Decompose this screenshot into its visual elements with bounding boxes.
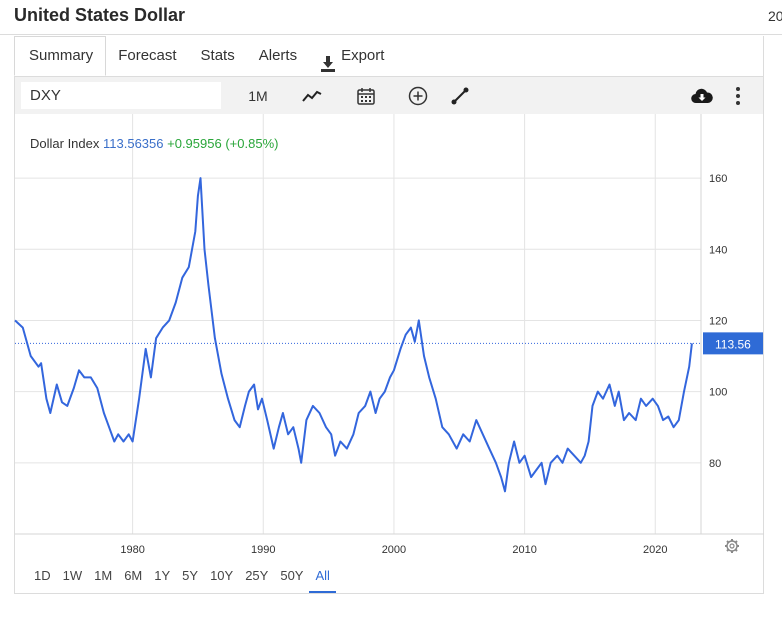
y-tick-label: 160 — [709, 173, 727, 185]
calendar-button[interactable] — [351, 81, 381, 111]
interval-button[interactable]: 1M — [241, 81, 275, 111]
legend-value: 113.56356 — [103, 136, 164, 151]
chart-toolbar: 1M — [15, 76, 763, 114]
range-25y[interactable]: 25Y — [245, 568, 269, 583]
legend-change: +0.95956 — [167, 136, 222, 151]
range-50y[interactable]: 50Y — [280, 568, 304, 583]
range-5y[interactable]: 5Y — [182, 568, 199, 583]
symbol-input[interactable] — [21, 82, 221, 109]
tab-bar: Summary Forecast Stats Alerts Export — [14, 36, 396, 76]
range-1m[interactable]: 1M — [94, 568, 113, 583]
range-1d[interactable]: 1D — [34, 568, 51, 583]
range-1y[interactable]: 1Y — [154, 568, 171, 583]
x-tick-label: 2020 — [643, 544, 667, 556]
chart-legend: Dollar Index 113.56356 +0.95956 (+0.85%) — [30, 136, 278, 151]
range-selector: 1D 1W 1M 6M 1Y 5Y 10Y 25Y 50Y All — [28, 562, 336, 593]
range-all[interactable]: All — [309, 562, 336, 593]
last-value-badge — [703, 332, 763, 355]
draw-button[interactable] — [445, 81, 475, 111]
x-tick-label: 1980 — [120, 544, 144, 556]
tab-stats[interactable]: Stats — [189, 36, 247, 76]
last-value-label: 113.56 — [715, 337, 751, 351]
header-divider — [0, 34, 782, 35]
interval-label: 1M — [248, 88, 268, 104]
settings-gear-icon[interactable] — [725, 539, 739, 553]
tab-alerts[interactable]: Alerts — [247, 36, 309, 76]
download-icon — [321, 48, 336, 72]
tab-stats-label: Stats — [200, 47, 235, 64]
tab-forecast[interactable]: Forecast — [106, 36, 188, 76]
range-6m[interactable]: 6M — [124, 568, 143, 583]
legend-change-pct: (+0.85%) — [225, 136, 279, 151]
legend-series-name: Dollar Index — [30, 136, 100, 151]
range-10y[interactable]: 10Y — [210, 568, 234, 583]
x-tick-label: 1990 — [251, 544, 275, 556]
tab-alerts-label: Alerts — [258, 47, 298, 64]
compare-button[interactable] — [403, 81, 433, 111]
more-vert-icon — [736, 87, 740, 105]
line-chart-icon — [302, 90, 322, 102]
chart-panel — [14, 36, 764, 594]
y-tick-label: 80 — [709, 458, 721, 470]
tab-export[interactable]: Export — [309, 36, 396, 76]
cloud-download-icon — [691, 88, 713, 104]
x-tick-label: 2000 — [382, 544, 406, 556]
tab-summary-label: Summary — [29, 47, 94, 64]
series-line-dollar-index — [14, 177, 693, 493]
y-tick-label: 100 — [709, 387, 727, 399]
tab-export-label: Export — [341, 47, 385, 64]
chart-type-button[interactable] — [297, 81, 327, 111]
tab-summary[interactable]: Summary — [14, 36, 107, 76]
draw-line-icon — [451, 87, 469, 105]
calendar-icon — [357, 88, 375, 105]
y-tick-label: 120 — [709, 315, 727, 327]
more-options-button[interactable] — [723, 81, 753, 111]
download-chart-button[interactable] — [687, 81, 717, 111]
x-tick-label: 2010 — [512, 544, 536, 556]
page-title: United States Dollar — [14, 5, 186, 25]
range-1w[interactable]: 1W — [62, 568, 83, 583]
y-tick-label: 140 — [709, 244, 727, 256]
add-circle-icon — [408, 86, 428, 106]
page-title-right: 20 — [768, 8, 782, 24]
tab-forecast-label: Forecast — [118, 47, 177, 64]
